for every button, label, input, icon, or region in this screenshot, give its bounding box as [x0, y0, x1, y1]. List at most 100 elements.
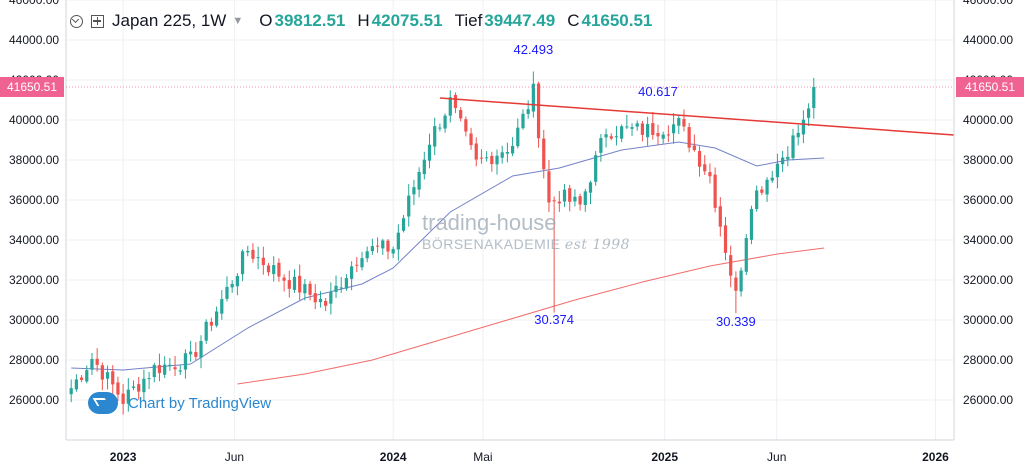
- candle-body: [609, 136, 613, 139]
- candle-body: [220, 299, 224, 314]
- candle-body: [588, 182, 593, 193]
- candle-body: [796, 132, 800, 138]
- candle-body: [568, 188, 572, 202]
- trendline[interactable]: [439, 97, 955, 136]
- candle-body: [157, 365, 162, 374]
- candle-body: [313, 293, 317, 303]
- candle-body: [536, 83, 541, 139]
- candle-body: [526, 109, 530, 114]
- y-tick-label-left: 30000.00: [9, 313, 59, 327]
- y-tick-label-right: 32000.00: [963, 273, 1013, 287]
- candle-body: [396, 232, 400, 250]
- chevron-circle-icon[interactable]: [70, 14, 83, 28]
- y-tick-label-left: 40000.00: [9, 113, 59, 127]
- candle-body: [547, 171, 551, 203]
- plus-box-icon[interactable]: [91, 14, 104, 28]
- open-value: 39812.51: [274, 11, 346, 30]
- candle-body: [500, 152, 504, 158]
- candle-body: [469, 133, 473, 146]
- candle-body: [485, 157, 489, 159]
- candle-body: [230, 283, 234, 288]
- y-tick-label-left: 38000.00: [9, 153, 59, 167]
- candle-body: [531, 83, 535, 112]
- candle-body: [277, 262, 281, 277]
- candle-body: [697, 151, 702, 167]
- x-tick-label: 2024: [380, 450, 407, 464]
- candle-body: [812, 86, 816, 109]
- candle-body: [464, 119, 468, 132]
- y-tick-label-left: 26000.00: [9, 393, 59, 407]
- x-tick-label: Jun: [225, 450, 244, 464]
- candle-body: [69, 388, 73, 395]
- candle-body: [479, 157, 484, 159]
- tradingview-badge[interactable]: Chart by TradingView: [88, 392, 271, 414]
- candle-body: [105, 372, 110, 379]
- candle-body: [594, 155, 598, 182]
- candle-body: [147, 378, 151, 380]
- candle-body: [199, 341, 203, 358]
- candle-body: [152, 364, 156, 377]
- x-tick-label: 2025: [651, 450, 678, 464]
- candle-body: [334, 285, 338, 292]
- candle-body: [666, 134, 670, 136]
- candle-body: [661, 134, 665, 139]
- candle-body: [490, 155, 494, 164]
- candle-body: [708, 172, 712, 177]
- candle-body: [718, 206, 722, 227]
- candle-body: [121, 393, 125, 404]
- price-annotation: 40.617: [638, 84, 678, 99]
- candle-body: [173, 367, 177, 370]
- watermark-line2-suffix: est 1998: [564, 237, 631, 253]
- candle-body: [131, 386, 136, 388]
- candle-body: [516, 127, 520, 147]
- candle-body: [625, 126, 629, 128]
- candle-body: [760, 189, 764, 193]
- candle-body: [692, 145, 696, 151]
- candle-body: [765, 179, 769, 195]
- y-tick-label-left: 28000.00: [9, 353, 59, 367]
- candle-body: [723, 225, 728, 253]
- tradingview-logo-icon: [88, 392, 118, 414]
- price-annotation: 42.493: [513, 42, 553, 57]
- candle-body: [510, 145, 515, 154]
- candle-body: [381, 240, 385, 249]
- candle-body: [505, 151, 510, 154]
- candle-body: [282, 277, 286, 281]
- y-tick-label-right: 40000.00: [963, 113, 1013, 127]
- candle-body: [209, 321, 214, 326]
- watermark-line2-text: BÖRSENAKADEMIE: [422, 236, 561, 252]
- chart-grid: [66, 0, 954, 440]
- price-annotation: 30.374: [534, 312, 574, 327]
- candle-body: [74, 379, 78, 390]
- candle-body: [85, 370, 89, 382]
- x-tick-label: 2026: [922, 450, 949, 464]
- candle-body: [427, 144, 432, 161]
- moving-average-short: [71, 141, 825, 371]
- candle-body: [739, 270, 743, 292]
- candle-body: [630, 127, 634, 129]
- candle-body: [142, 378, 146, 393]
- candle-body: [111, 371, 115, 385]
- candle-body: [194, 352, 198, 357]
- candle-body: [749, 208, 754, 240]
- candle-body: [459, 110, 463, 119]
- symbol-name[interactable]: Japan 225, 1W: [112, 11, 227, 30]
- trendline-segment: [439, 97, 955, 136]
- x-tick-label: Mai: [473, 450, 492, 464]
- price-annotation: 30.339: [716, 314, 756, 329]
- candle-body: [635, 123, 639, 127]
- candle-body: [235, 275, 239, 287]
- candle-body: [189, 351, 193, 355]
- candle-body: [214, 311, 219, 326]
- candle-body: [417, 171, 421, 190]
- candle-body: [791, 135, 795, 159]
- candle-body: [614, 136, 619, 138]
- candle-body: [116, 382, 120, 395]
- candle-body: [272, 265, 276, 275]
- caret-down-icon[interactable]: ▼: [232, 15, 244, 27]
- candle-body: [90, 359, 94, 370]
- candle-body: [443, 115, 447, 129]
- candle-body: [599, 138, 603, 153]
